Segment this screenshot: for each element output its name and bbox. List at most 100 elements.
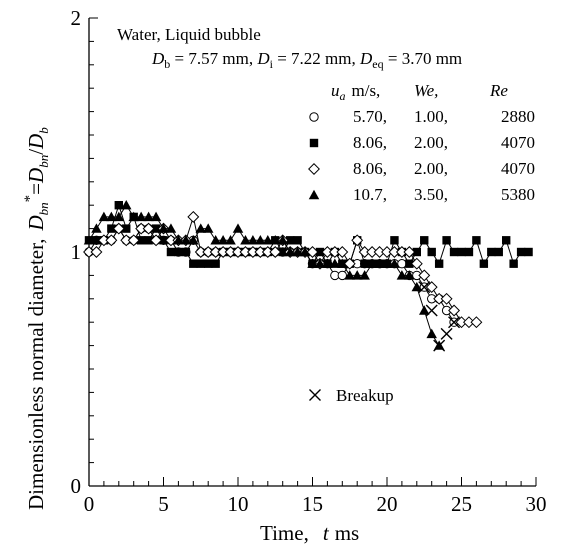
x-tick-label: 30: [526, 492, 547, 516]
data-point: [217, 235, 229, 245]
y-axis-title: Dimensionless normal diameter,Dbn*=Dbn/D…: [22, 127, 51, 510]
legend-we: 2.00,: [414, 159, 448, 178]
data-point: [150, 211, 162, 222]
data-point: [277, 235, 288, 245]
legend-we: 1.00,: [414, 107, 448, 126]
legend-we: 3.50,: [414, 185, 448, 204]
data-point: [411, 281, 423, 292]
data-point: [121, 199, 132, 210]
breakup-point: [440, 327, 453, 340]
axis-ticks: [88, 17, 537, 487]
data-point: [425, 281, 438, 294]
data-point: [92, 236, 101, 245]
legend-header-re: Re: [489, 81, 508, 100]
data-point: [173, 235, 184, 245]
legend-header-ua: ua m/s,: [331, 81, 380, 103]
data-point: [389, 258, 400, 268]
data-point: [524, 247, 533, 257]
data-point: [457, 247, 466, 257]
y-tick-label: 0: [71, 474, 82, 498]
data-point: [494, 247, 503, 257]
data-point: [410, 257, 423, 270]
data-point: [136, 236, 146, 245]
data-point: [188, 235, 199, 245]
legend-row: 5.70, 1.00, 2880: [309, 107, 535, 126]
breakup-markers: [418, 281, 461, 352]
data-point: [366, 258, 378, 268]
data-point: [299, 246, 311, 257]
data-point: [211, 259, 220, 268]
data-point: [255, 235, 266, 245]
legend: 5.70, 1.00, 2880 8.06, 2.00, 4070 8.06, 2.00, 40…: [308, 107, 535, 204]
data-point: [314, 258, 326, 268]
data-point: [426, 328, 437, 339]
data-point: [278, 247, 287, 257]
data-point: [440, 292, 453, 305]
legend-row: 8.06, 2.00, 4070: [309, 133, 535, 152]
data-point: [487, 247, 496, 257]
breakup-legend: Breakup: [309, 386, 394, 405]
annotation-line-2: Db = 7.57 mm, Di = 7.22 mm, Deq = 3.70 m…: [151, 49, 462, 71]
data-point: [292, 246, 303, 257]
data-point: [232, 223, 244, 233]
data-point: [509, 259, 518, 268]
breakup-x-icon: [309, 389, 321, 401]
legend-re: 4070: [501, 133, 535, 152]
data-point: [390, 236, 399, 245]
x-tick-label: 10: [228, 492, 249, 516]
data-point: [135, 211, 147, 222]
legend-marker: [308, 189, 320, 200]
data-point: [479, 259, 489, 268]
data-point: [448, 304, 461, 317]
data-point: [307, 258, 318, 268]
data-point: [396, 270, 408, 280]
data-point: [270, 235, 281, 245]
breakup-point: [433, 339, 446, 352]
series-layer: [83, 199, 533, 352]
legend-ua: 8.06,: [353, 159, 387, 178]
breakup-point: [418, 281, 431, 294]
data-point: [315, 247, 325, 257]
data-point: [98, 211, 110, 222]
x-tick-label: 20: [377, 492, 398, 516]
data-point: [472, 236, 481, 245]
data-point: [90, 246, 103, 258]
data-point: [464, 247, 474, 257]
data-point: [284, 246, 296, 257]
data-point: [150, 234, 163, 247]
breakup-legend-marker: [309, 389, 321, 401]
data-point: [516, 247, 526, 257]
y-tick-label: 1: [71, 240, 82, 264]
data-point: [449, 247, 459, 257]
data-point: [187, 210, 200, 223]
data-point: [112, 222, 125, 235]
data-point: [128, 211, 139, 222]
data-point: [142, 222, 155, 235]
series-triangle-filled: [83, 199, 445, 350]
data-point: [351, 270, 363, 280]
y-tick-label: 2: [71, 6, 82, 30]
data-point: [405, 259, 414, 268]
data-point: [434, 259, 444, 268]
x-axis-title: Time, t ms: [260, 521, 359, 545]
data-point: [210, 235, 221, 245]
annotation-line-1: Water, Liquid bubble: [117, 25, 261, 44]
data-point: [403, 246, 416, 258]
data-point: [180, 235, 192, 245]
legend-re: 4070: [501, 159, 535, 178]
data-point: [202, 223, 214, 233]
data-point: [343, 257, 356, 270]
breakup-point: [425, 304, 438, 317]
data-point: [502, 236, 511, 245]
legend-row: 8.06, 2.00, 4070: [308, 159, 535, 178]
x-tick-label: 0: [84, 492, 95, 516]
data-point: [106, 211, 117, 222]
data-point: [337, 258, 348, 268]
data-point: [344, 270, 355, 280]
legend-header-we: We,: [414, 81, 438, 100]
x-tick-label: 25: [451, 492, 472, 516]
data-point: [122, 224, 131, 233]
legend-marker: [309, 112, 319, 122]
data-point: [107, 224, 116, 233]
